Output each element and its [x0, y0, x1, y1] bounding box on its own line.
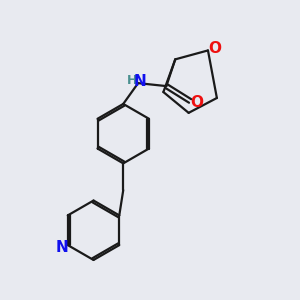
Text: N: N: [56, 240, 68, 255]
Text: O: O: [208, 40, 221, 56]
Text: N: N: [134, 74, 147, 89]
Text: H: H: [126, 74, 137, 87]
Text: O: O: [190, 95, 203, 110]
